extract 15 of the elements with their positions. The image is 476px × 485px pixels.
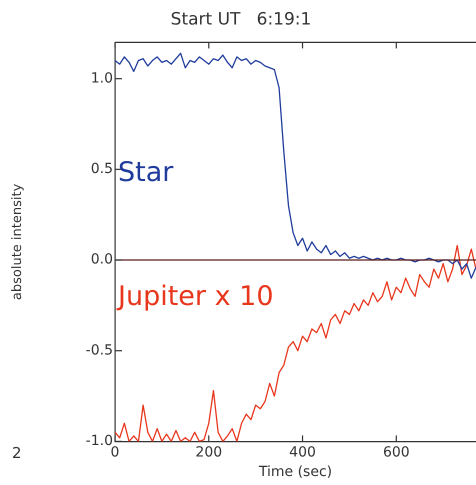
x-tick-label: 400 xyxy=(289,444,316,460)
y-tick-label: -0.5 xyxy=(86,342,113,358)
x-tick-label: 200 xyxy=(195,444,222,460)
text: Star xyxy=(118,157,174,188)
x-tick-label: 0 xyxy=(110,444,120,460)
chart-title: Start UT 6:19:1 xyxy=(170,10,312,30)
text: 2 xyxy=(12,444,22,462)
y-tick-label: 0.5 xyxy=(90,160,113,177)
y-axis-title: absolute intensity xyxy=(10,183,26,300)
y-tick-label: 0.0 xyxy=(90,252,113,268)
x-tick-label: 600 xyxy=(382,444,410,460)
series-label: Jupiter x 10 xyxy=(116,280,274,312)
x-axis-title: Time (sec) xyxy=(258,464,332,480)
y-tick-label: 1.0 xyxy=(90,70,113,86)
y-tick-label: -1.0 xyxy=(86,433,113,450)
